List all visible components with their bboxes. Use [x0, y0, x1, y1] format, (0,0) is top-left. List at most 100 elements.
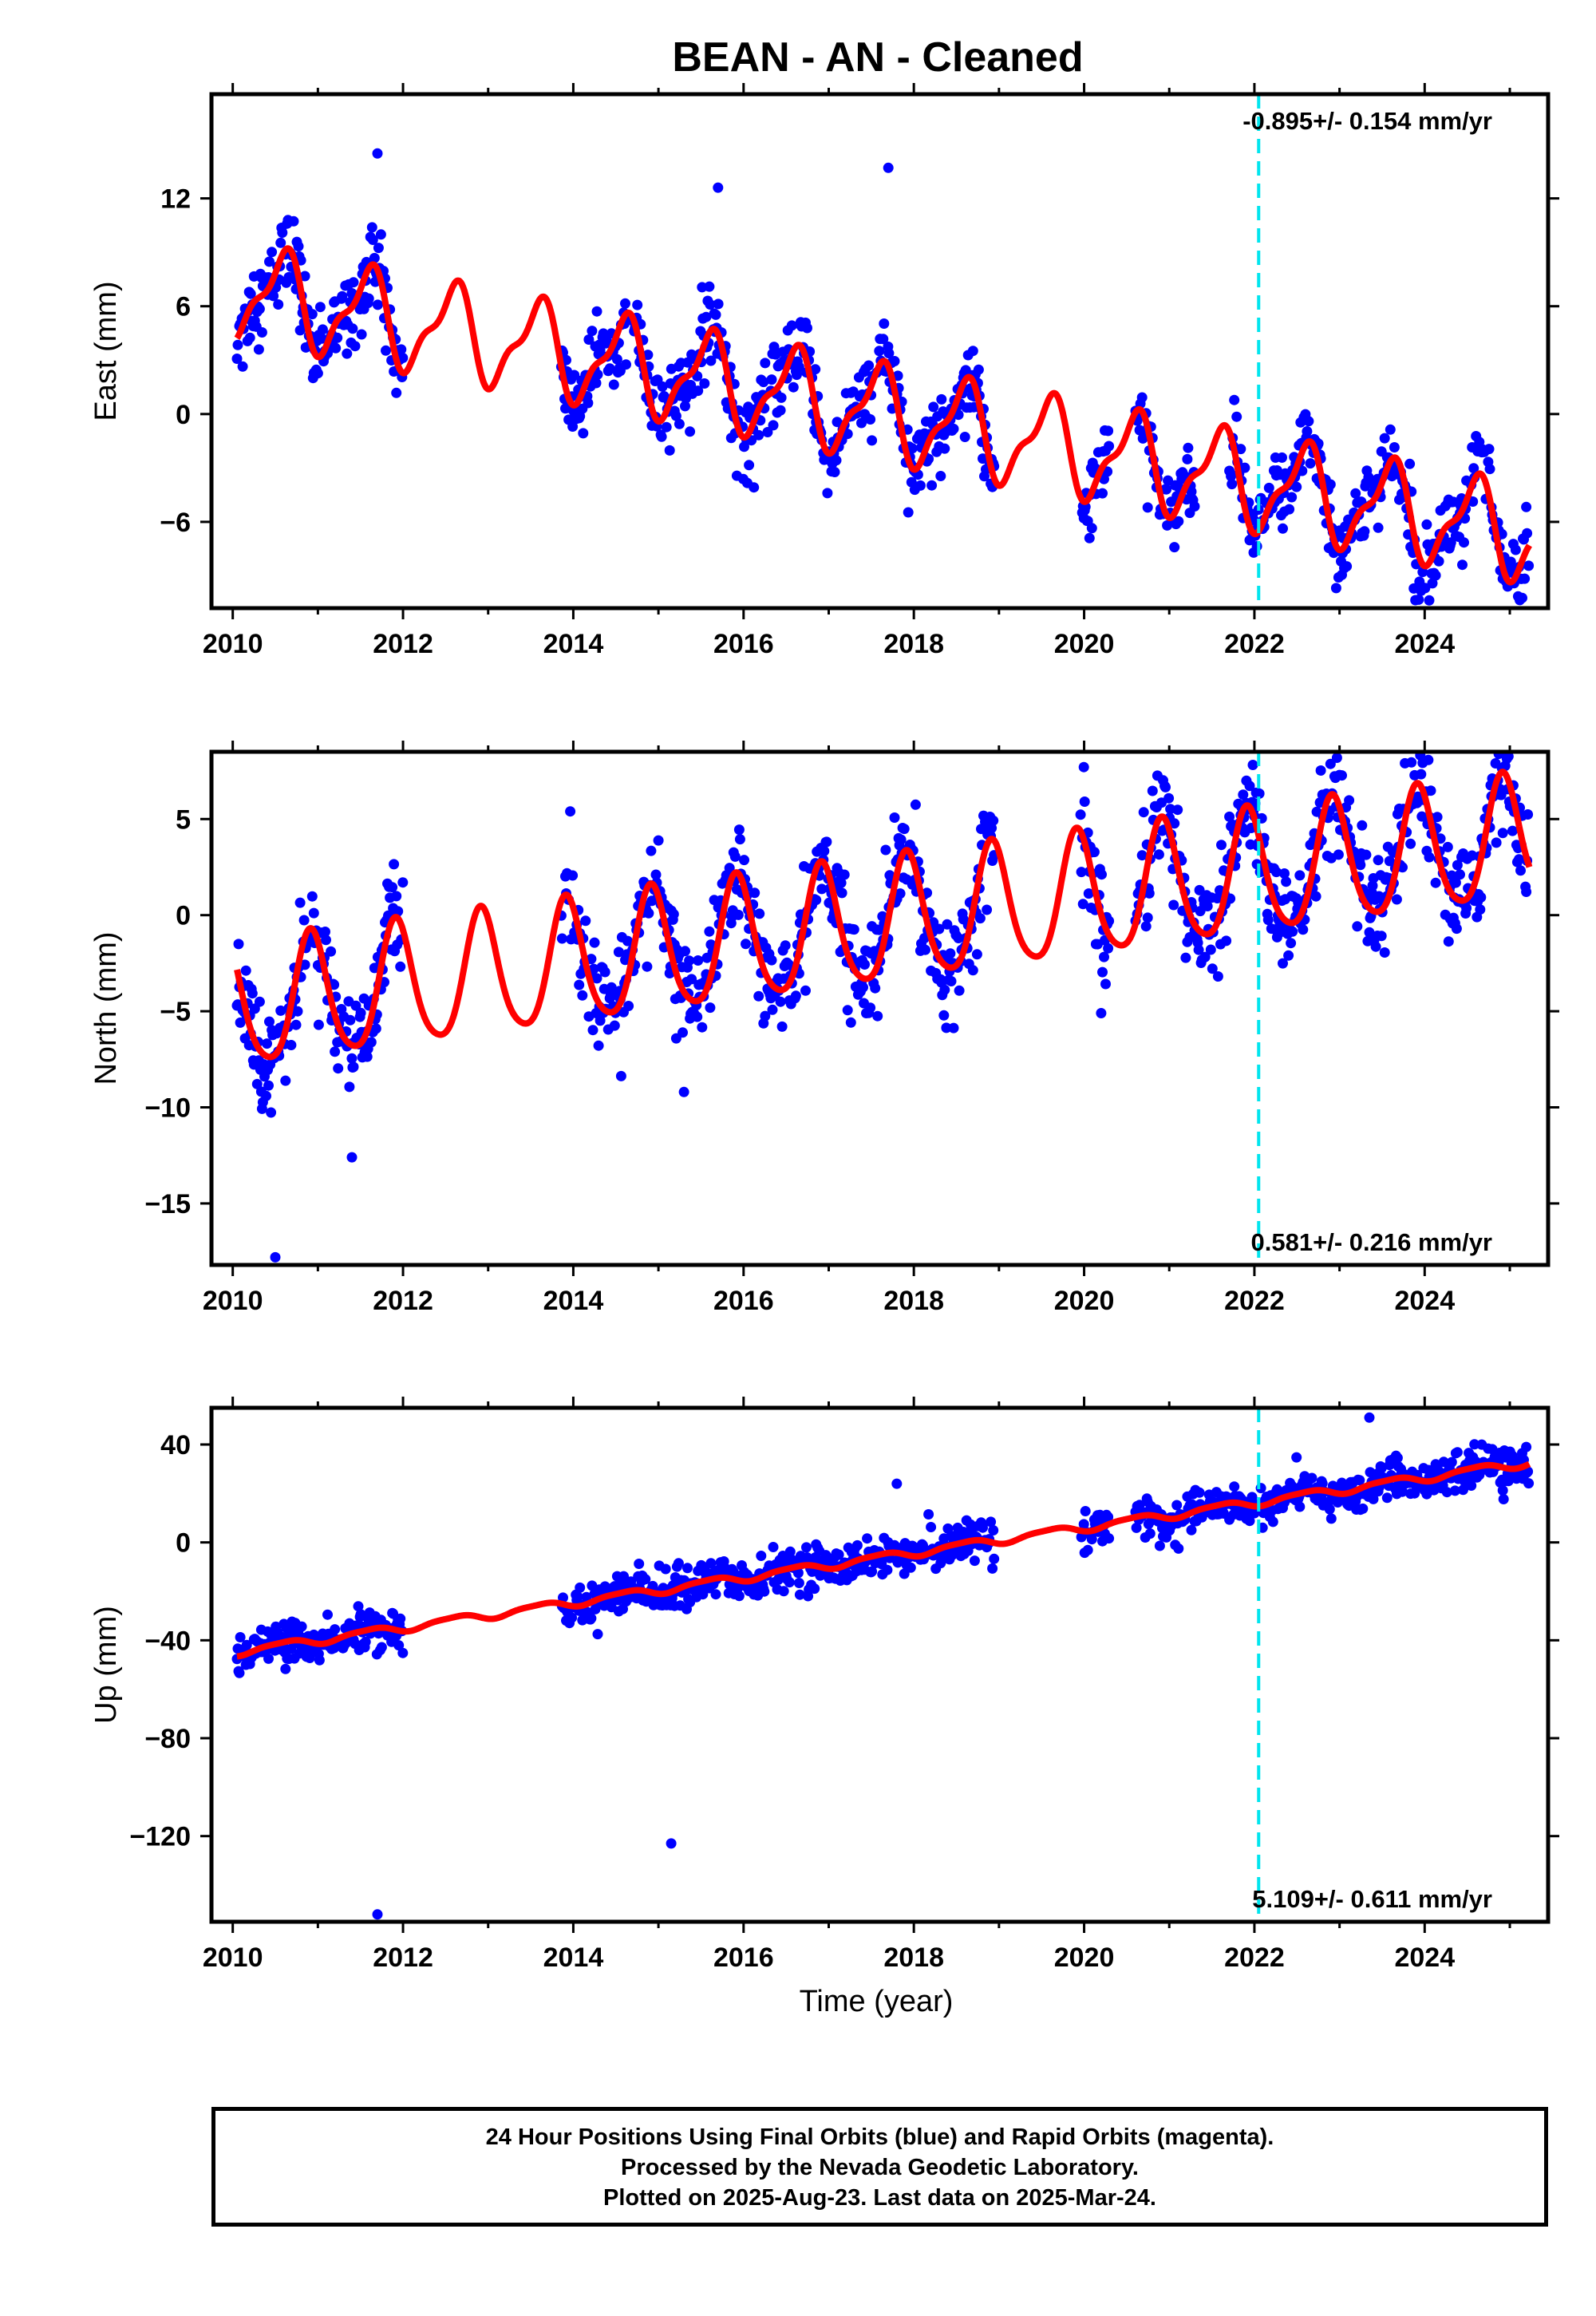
north-data-point [1254, 788, 1265, 799]
east-data-point [1433, 555, 1444, 567]
north-data-point [1497, 828, 1508, 839]
north-data-point [574, 979, 585, 990]
up-data-point [1171, 1500, 1183, 1511]
up-model-curve [235, 1460, 1532, 1660]
north-data-point [811, 895, 822, 906]
up-data-point [575, 1582, 586, 1593]
north-data-point [580, 915, 591, 927]
up-data-point [1357, 1503, 1369, 1514]
up-data-point [778, 1586, 789, 1597]
north-data-point [1425, 785, 1436, 796]
east-data-point [256, 327, 267, 338]
north-data-point [1281, 876, 1292, 887]
x-tick-label: 2018 [883, 1286, 944, 1316]
north-data-point [1287, 926, 1298, 937]
east-data-point [661, 421, 672, 433]
north-data-point [967, 965, 978, 976]
up-data-point [1267, 1516, 1278, 1528]
east-data-point [1169, 542, 1180, 553]
footer-line-1: 24 Hour Positions Using Final Orbits (bl… [485, 2124, 1274, 2150]
up-data-point [586, 1613, 597, 1624]
footer-line-2: Processed by the Nevada Geodetic Laborat… [621, 2155, 1139, 2180]
north-model-curve [234, 769, 1533, 1061]
north-data-point [345, 1014, 356, 1026]
x-tick-label: 2022 [1224, 1286, 1285, 1316]
north-data-point [1442, 841, 1453, 852]
east-data-point [350, 341, 361, 352]
north-data-point [589, 937, 600, 948]
north-outlier-point [678, 1086, 689, 1097]
east-data-point [776, 392, 787, 403]
east-data-point [793, 362, 804, 373]
y-tick-label: −40 [144, 1626, 191, 1656]
north-data-point [1507, 825, 1518, 836]
north-data-point [361, 1051, 373, 1062]
north-data-point [261, 1090, 271, 1101]
north-data-point [1491, 837, 1502, 848]
north-data-point [1523, 809, 1534, 820]
east-data-point [682, 357, 693, 368]
y-tick-label: −80 [144, 1724, 191, 1754]
up-frame [209, 1405, 1551, 1924]
east-data-point [928, 401, 939, 413]
east-data-point [1373, 522, 1384, 533]
east-data-point [883, 348, 895, 359]
north-data-point [1298, 924, 1309, 935]
north-data-point [1212, 971, 1223, 982]
north-data-point [1294, 870, 1306, 881]
north-data-point [948, 1022, 959, 1034]
north-data-point [1147, 785, 1158, 796]
x-tick-label: 2024 [1394, 629, 1455, 659]
north-data-point [355, 1007, 366, 1018]
north-data-point [693, 955, 704, 966]
x-tick-label: 2014 [543, 629, 604, 659]
east-data-point [1182, 453, 1193, 464]
up-data-point [322, 1609, 333, 1620]
up-data-point [867, 1566, 878, 1577]
north-data-point [1286, 938, 1297, 949]
north-data-point [1423, 754, 1434, 765]
north-data-point [1490, 730, 1500, 741]
north-data-point [1430, 877, 1441, 888]
east-data-point [705, 299, 716, 310]
north-data-point [1331, 753, 1342, 763]
north-data-point [704, 926, 715, 937]
north-data-point [1367, 880, 1378, 891]
north-data-point [739, 855, 749, 866]
north-data-point [1406, 757, 1417, 768]
east-data-point [373, 243, 384, 254]
north-data-point [606, 982, 617, 993]
north-data-point [705, 1002, 716, 1014]
north-data-point [1370, 941, 1381, 952]
north-data-point [895, 834, 907, 845]
east-data-point [1350, 488, 1361, 499]
east-data-point [948, 423, 959, 434]
y-tick-label: 40 [160, 1430, 191, 1460]
east-data-point [375, 229, 386, 240]
north-data-point [266, 1107, 277, 1118]
north-data-point [251, 1078, 263, 1089]
north-data-point [1452, 860, 1463, 871]
up-data-point [360, 1636, 371, 1647]
up-data-point [1498, 1494, 1509, 1504]
up-data-point [1154, 1540, 1165, 1551]
north-data-point [1144, 887, 1155, 899]
up-data-point [1397, 1486, 1408, 1497]
up-data-point [809, 1583, 820, 1595]
y-tick-label: −15 [144, 1189, 191, 1219]
x-tick-label: 2022 [1224, 1943, 1285, 1973]
east-data-point [1103, 425, 1114, 437]
east-data-point [1161, 484, 1172, 495]
up-data-point [988, 1525, 999, 1535]
north-data-point [1455, 869, 1465, 880]
north-outlier-point [270, 1251, 281, 1263]
up-plot-area [231, 1412, 1535, 1920]
east-frame [209, 92, 1551, 611]
east-data-point [822, 488, 833, 499]
up-data-point [280, 1663, 291, 1674]
north-data-point [684, 955, 695, 966]
east-outlier-point [372, 148, 383, 159]
east-data-point [632, 299, 643, 310]
north-data-point [1515, 865, 1526, 876]
up-data-point [640, 1574, 651, 1585]
